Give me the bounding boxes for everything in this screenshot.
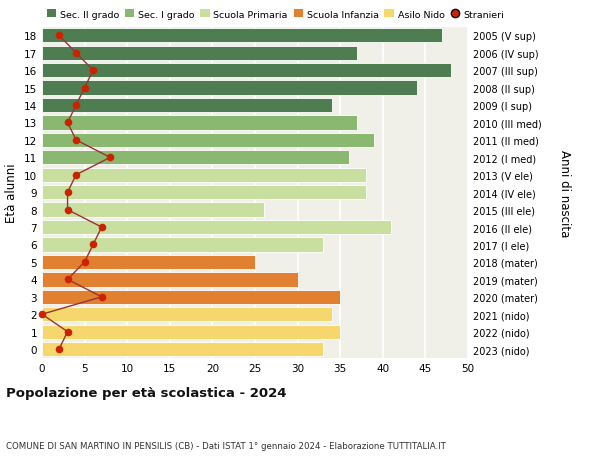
Point <box>97 293 106 301</box>
Bar <box>42 255 255 269</box>
Y-axis label: Età alunni: Età alunni <box>5 163 19 223</box>
Point <box>71 172 81 179</box>
Text: COMUNE DI SAN MARTINO IN PENSILIS (CB) - Dati ISTAT 1° gennaio 2024 - Elaborazio: COMUNE DI SAN MARTINO IN PENSILIS (CB) -… <box>6 441 446 450</box>
Bar <box>42 185 366 200</box>
Point <box>88 241 98 249</box>
Point <box>80 85 89 92</box>
Bar <box>42 238 323 252</box>
Point <box>63 119 73 127</box>
Point <box>54 33 64 40</box>
Point <box>63 328 73 336</box>
Bar <box>42 220 391 235</box>
Bar <box>42 273 298 287</box>
Legend: Sec. II grado, Sec. I grado, Scuola Primaria, Scuola Infanzia, Asilo Nido, Stran: Sec. II grado, Sec. I grado, Scuola Prim… <box>47 11 504 20</box>
Point <box>71 137 81 144</box>
Point <box>54 346 64 353</box>
Point <box>71 50 81 57</box>
Bar <box>42 46 357 61</box>
Bar <box>42 81 417 95</box>
Bar <box>42 151 349 165</box>
Bar <box>42 168 366 183</box>
Point <box>106 154 115 162</box>
Text: Popolazione per età scolastica - 2024: Popolazione per età scolastica - 2024 <box>6 386 287 399</box>
Bar <box>42 342 323 357</box>
Point <box>97 224 106 231</box>
Point <box>37 311 47 318</box>
Bar <box>42 134 374 148</box>
Bar <box>42 308 332 322</box>
Bar <box>42 290 340 304</box>
Bar <box>42 99 332 113</box>
Bar <box>42 325 340 339</box>
Point <box>71 102 81 110</box>
Bar <box>42 116 357 130</box>
Point <box>63 207 73 214</box>
Point <box>88 67 98 75</box>
Point <box>63 276 73 283</box>
Bar <box>42 29 442 43</box>
Point <box>80 259 89 266</box>
Point <box>63 189 73 196</box>
Bar <box>42 64 451 78</box>
Bar <box>42 203 263 217</box>
Y-axis label: Anni di nascita: Anni di nascita <box>558 149 571 236</box>
